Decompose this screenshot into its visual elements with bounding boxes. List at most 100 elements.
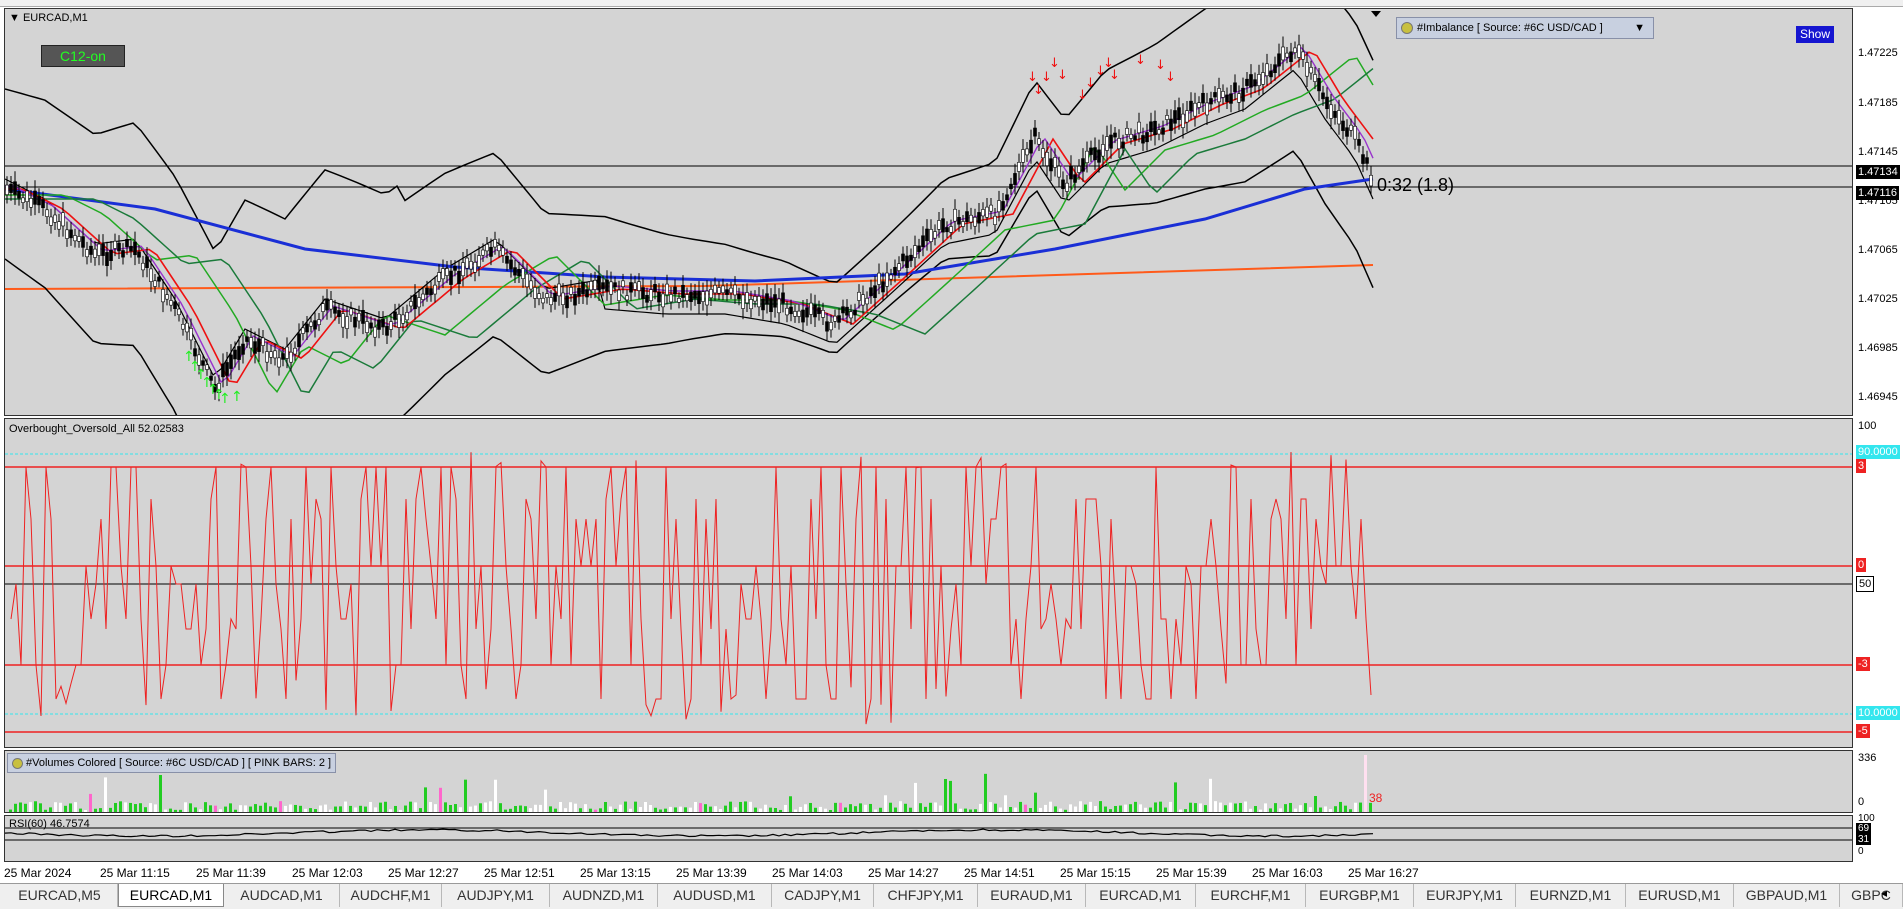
candle: [1313, 66, 1317, 90]
volume-bar: [719, 809, 722, 812]
candle: [229, 344, 233, 380]
candle: [877, 263, 881, 295]
imbalance-dropdown-icon[interactable]: ▼: [1634, 22, 1645, 34]
volume-bar: [254, 804, 257, 812]
volume-bar: [1329, 809, 1332, 812]
price-scale[interactable]: 1.47225 1.47185 1.47145 1.47105 1.47065 1.470…: [1855, 8, 1903, 416]
candle: [269, 344, 273, 365]
tab-item[interactable]: CADJPY,M1: [772, 884, 874, 907]
price-tick: 1.47185: [1858, 97, 1898, 109]
oscillator-label: Overbought_Oversold_All 52.02583: [9, 423, 184, 435]
tab-item[interactable]: EURGBP,M1: [1306, 884, 1414, 907]
tab-scroll-icon[interactable]: ◂: [1881, 886, 1888, 900]
candle: [469, 253, 473, 277]
rsi-tick-31: 31: [1856, 834, 1872, 845]
candle: [1125, 121, 1129, 142]
candle: [681, 275, 685, 308]
volume-bar: [1229, 802, 1232, 812]
green-ma-line: [5, 57, 1374, 393]
candle: [425, 280, 429, 302]
time-axis-label: 25 Mar 14:03: [772, 866, 843, 880]
candle: [1161, 120, 1165, 142]
volume-bar: [839, 802, 842, 812]
volume-bar: [424, 787, 427, 812]
imbalance-gear-icon[interactable]: [1401, 22, 1413, 35]
tab-item[interactable]: AUDCAD,M1: [224, 884, 340, 907]
tab-item[interactable]: AUDNZD,M1: [550, 884, 658, 907]
candle: [697, 281, 701, 314]
candle: [793, 304, 797, 323]
volume-bar: [174, 809, 177, 812]
candle: [1309, 60, 1313, 80]
candle: [317, 313, 321, 332]
volume-bar: [759, 808, 762, 812]
osc-tag-10: 10.0000: [1856, 706, 1900, 720]
candle: [657, 283, 661, 311]
candle: [913, 235, 917, 268]
volume-bar: [1084, 804, 1087, 812]
volume-scale[interactable]: 336 0: [1855, 750, 1903, 813]
candle: [1293, 41, 1297, 59]
candle: [73, 228, 77, 248]
tab-item[interactable]: CHFJPY,M1: [874, 884, 978, 907]
volume-bar: [459, 807, 462, 812]
volume-bar: [814, 807, 817, 812]
oscillator-scale[interactable]: 100 90.0000 3 0 50 -3 10.0000 -5: [1855, 418, 1903, 748]
rsi-pane[interactable]: RSI(60) 46.7574: [4, 815, 1853, 862]
candle: [1365, 150, 1369, 171]
time-axis[interactable]: 25 Mar 2024 25 Mar 11:15 25 Mar 11:39 25 Ma…: [0, 864, 1903, 882]
tab-item[interactable]: GBPAUD,M1: [1734, 884, 1840, 907]
volume-label-box[interactable]: #Volumes Colored [ Source: #6C USD/CAD ]…: [7, 753, 337, 773]
volume-bar: [949, 780, 952, 812]
tab-item[interactable]: EURNZD,M1: [1516, 884, 1626, 907]
candle: [601, 275, 605, 297]
collapse-triangle-icon[interactable]: ▼: [9, 12, 20, 24]
volume-bar: [444, 802, 447, 812]
show-button[interactable]: Show: [1796, 26, 1834, 43]
volume-bar: [429, 802, 432, 812]
candle: [645, 287, 649, 310]
tab-item[interactable]: EURCHF,M1: [1196, 884, 1306, 907]
volume-bar: [129, 802, 132, 812]
tab-item[interactable]: EURUSD,M1: [1626, 884, 1734, 907]
volume-bar: [114, 802, 117, 812]
tab-active[interactable]: EURCAD,M1: [118, 884, 224, 907]
volume-bar: [964, 808, 967, 812]
buy-arrow-icon: ↑: [201, 375, 213, 391]
candle: [633, 275, 637, 297]
tab-item[interactable]: EURCAD,M1: [1086, 884, 1196, 907]
c12-indicator-button[interactable]: C12-on: [41, 45, 125, 67]
tab-item[interactable]: AUDCHF,M1: [340, 884, 442, 907]
rsi-scale[interactable]: 100 69 31 0: [1855, 813, 1903, 862]
main-chart-pane[interactable]: ↑ ↑ ↑ ↑ ↑ ↑ ↑ ↑ ↓ ↓ ↓ ↓ ↓ ↓ ↓ ↓ ↓ ↓ ↓ ↓ ↓ ▼ EURCAD,M1 C12-on…: [4, 8, 1853, 416]
tab-item[interactable]: AUDUSD,M1: [658, 884, 772, 907]
tab-item[interactable]: GBPC: [1840, 884, 1903, 907]
candle: [1077, 159, 1081, 180]
volume-bar: [1159, 801, 1162, 812]
countdown-label: 0:32 (1.8): [1377, 175, 1455, 195]
candle: [1189, 92, 1193, 120]
volume-bar: [959, 808, 962, 812]
oscillator-pane[interactable]: Overbought_Oversold_All 52.02583: [4, 418, 1853, 748]
tab-item[interactable]: EURAUD,M1: [978, 884, 1086, 907]
volume-pane[interactable]: #Volumes Colored [ Source: #6C USD/CAD ]…: [4, 750, 1853, 813]
candle: [1245, 71, 1249, 93]
candle: [789, 299, 793, 322]
tab-item[interactable]: EURJPY,M1: [1414, 884, 1516, 907]
volume-bar: [84, 809, 87, 812]
tab-item[interactable]: EURCAD,M5: [2, 884, 118, 907]
candle: [1037, 132, 1041, 151]
candle: [201, 354, 205, 372]
candle: [1341, 112, 1345, 140]
candle: [1221, 84, 1225, 105]
volume-bar: [219, 809, 222, 812]
volume-bar: [1114, 805, 1117, 812]
candle: [233, 341, 237, 368]
rsi-tick-0: 0: [1858, 846, 1864, 857]
imbalance-panel[interactable]: #Imbalance [ Source: #6C USD/CAD ] ▼: [1396, 17, 1654, 39]
candle: [765, 284, 769, 314]
volume-bar: [9, 809, 12, 812]
volume-gear-icon[interactable]: [12, 757, 23, 769]
price-chart[interactable]: ↑↑↑↑↑↑↑ ↑↓↓↓↓ ↓↓↓↓↓↓↓ ↓↓: [5, 9, 1853, 416]
tab-item[interactable]: AUDJPY,M1: [442, 884, 550, 907]
